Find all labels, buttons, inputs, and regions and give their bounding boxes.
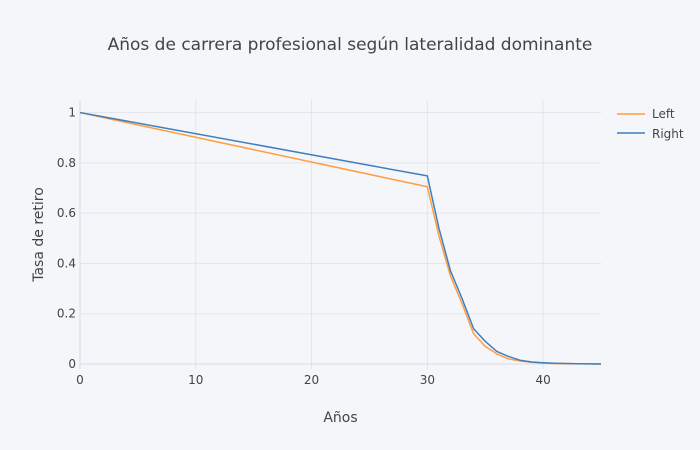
axes-layer: 0 10 20 30 40 0 0.2 0.4 0.6 0.8 1 (57, 106, 551, 387)
y-axis-title: Tasa de retiro (31, 187, 47, 283)
legend-label-right: Right (652, 127, 684, 141)
x-tick-label: 40 (535, 373, 550, 387)
legend-item-left[interactable]: Left (617, 107, 675, 121)
y-tick-label: 0.4 (57, 256, 76, 270)
y-tick-label: 0.2 (57, 307, 76, 321)
chart-title: Años de carrera profesional según latera… (108, 35, 593, 55)
series-line-right[interactable] (79, 111, 602, 365)
series-line-left[interactable] (79, 111, 602, 365)
x-tick-label: 30 (420, 373, 435, 387)
grid-layer (79, 100, 601, 369)
x-tick-label: 0 (76, 373, 84, 387)
x-axis-title: Años (323, 410, 357, 426)
legend-item-right[interactable]: Right (617, 127, 684, 141)
y-tick-label: 1 (68, 106, 76, 120)
series-layer (79, 111, 602, 365)
y-tick-label: 0 (68, 357, 76, 371)
x-tick-label: 20 (304, 373, 319, 387)
legend-label-left: Left (652, 107, 675, 121)
y-tick-label: 0.6 (57, 206, 76, 220)
legend: Left Right (617, 107, 684, 141)
x-tick-label: 10 (188, 373, 203, 387)
y-tick-label: 0.8 (57, 156, 76, 170)
